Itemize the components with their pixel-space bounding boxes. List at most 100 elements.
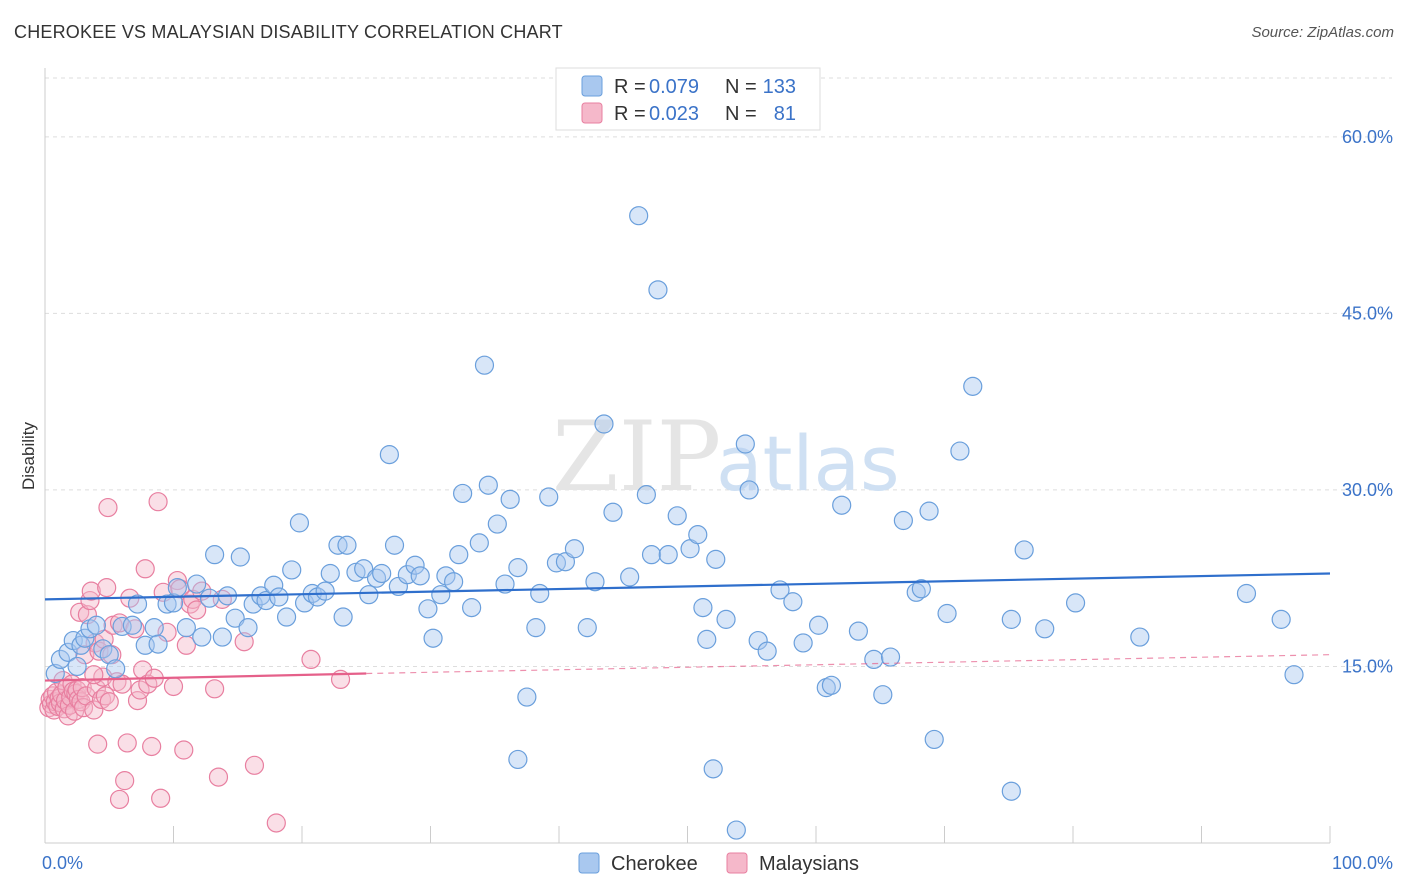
- cherokee-point: [112, 616, 132, 637]
- trend-lines: [44, 572, 1331, 682]
- cherokee-point: [307, 587, 328, 607]
- legend-r-value-2: 0.023: [649, 103, 699, 125]
- cherokee-point: [359, 585, 379, 605]
- cherokee-point: [176, 618, 196, 638]
- cherokee-point: [106, 659, 126, 679]
- cherokee-point: [508, 749, 528, 770]
- cherokee-point: [192, 627, 212, 647]
- legend-swatch-cherokee: [581, 75, 603, 97]
- series-legend: Cherokee Malaysians: [578, 852, 859, 875]
- cherokee-point: [739, 480, 759, 500]
- cherokee-point: [937, 603, 957, 624]
- malaysians-point: [301, 649, 321, 670]
- cherokee-point: [508, 557, 528, 578]
- cherokee-point: [315, 581, 335, 601]
- cherokee-point: [911, 579, 931, 599]
- malaysians-point: [208, 767, 229, 787]
- legend-n-label-1: N =: [725, 76, 757, 98]
- cherokee-point: [906, 582, 926, 602]
- cherokee-point: [199, 588, 220, 608]
- cherokee-point: [594, 414, 614, 434]
- malaysians-point: [205, 679, 225, 699]
- cherokee-point: [431, 585, 451, 605]
- cherokee-point: [354, 559, 374, 579]
- cherokee-point: [144, 618, 164, 638]
- malaysians-point: [84, 700, 104, 720]
- cherokee-point: [1001, 609, 1021, 629]
- cherokee-point: [75, 628, 95, 648]
- legend-r-label-2: R =: [614, 103, 646, 125]
- malaysians-point: [135, 559, 155, 579]
- cherokee-point: [517, 687, 537, 707]
- cherokee-point: [716, 609, 736, 629]
- cherokee-point: [423, 628, 443, 648]
- cherokee-point: [379, 445, 399, 465]
- cherokee-point: [793, 633, 813, 653]
- cherokee-point: [462, 598, 482, 618]
- cherokee-point: [1035, 619, 1055, 639]
- cherokee-point: [276, 607, 297, 627]
- cherokee-point: [832, 495, 852, 515]
- cherokee-trend-line: [44, 572, 1331, 601]
- cherokee-point: [500, 489, 520, 509]
- watermark-atlas-text: atlas: [716, 419, 900, 508]
- cherokee-point: [372, 563, 392, 584]
- cherokee-point: [564, 539, 585, 559]
- cherokee-point: [289, 513, 310, 533]
- legend-swatch-malaysians: [581, 102, 603, 124]
- malaysians-point: [88, 734, 108, 754]
- cherokee-point: [526, 618, 546, 638]
- cherokee-point: [726, 820, 746, 840]
- cherokee-point: [963, 376, 983, 396]
- legend-n-value-1: 133: [763, 76, 796, 98]
- cherokee-point: [418, 599, 438, 619]
- malaysians-point: [234, 632, 254, 652]
- malaysians-points: [39, 492, 351, 833]
- cherokee-point: [924, 729, 944, 750]
- cherokee-point: [821, 675, 842, 695]
- malaysians-point: [98, 497, 118, 518]
- cherokee-point: [225, 608, 245, 628]
- cherokee-point: [230, 547, 250, 567]
- cherokee-point: [436, 566, 456, 586]
- cherokee-point: [449, 545, 469, 565]
- cherokee-point: [919, 501, 939, 521]
- cherokee-point: [783, 592, 803, 612]
- y-tick-label: 45.0%: [1342, 303, 1393, 323]
- cherokee-point: [212, 627, 232, 647]
- gridlines: [45, 77, 1392, 667]
- cherokee-point: [1001, 781, 1021, 801]
- watermark-zip-text: ZIP: [552, 401, 721, 513]
- cherokee-point: [697, 629, 717, 649]
- legend-r-label-1: R =: [614, 76, 646, 98]
- cherokee-point: [1065, 593, 1086, 613]
- cherokee-point: [950, 441, 970, 461]
- cherokee-point: [45, 663, 65, 684]
- cherokee-point: [648, 280, 668, 300]
- cherokee-point: [474, 355, 495, 375]
- cherokee-point: [667, 506, 687, 526]
- x-tick-label-min: 0.0%: [42, 853, 83, 873]
- cherokee-point: [320, 563, 340, 584]
- cherokee-point: [658, 545, 678, 565]
- cherokee-point: [620, 567, 640, 587]
- cherokee-point: [384, 535, 405, 555]
- cherokee-point: [530, 583, 550, 604]
- cherokee-point: [864, 649, 884, 670]
- cherokee-point: [99, 645, 119, 665]
- cherokee-point: [848, 621, 869, 641]
- malaysians-point: [109, 789, 130, 810]
- cherokee-point: [444, 572, 464, 592]
- malaysians-point: [117, 733, 137, 753]
- bottom-legend-swatch-malaysians: [726, 852, 748, 874]
- chart-title: CHEROKEE VS MALAYSIAN DISABILITY CORRELA…: [14, 22, 563, 42]
- cherokee-point: [585, 572, 605, 592]
- axes: [44, 68, 1331, 844]
- cherokee-point: [629, 206, 649, 226]
- cherokee-point: [487, 514, 507, 534]
- cherokee-point: [337, 535, 357, 555]
- cherokee-point: [453, 483, 473, 504]
- malaysians-point: [244, 755, 265, 775]
- malaysians-point: [115, 771, 135, 791]
